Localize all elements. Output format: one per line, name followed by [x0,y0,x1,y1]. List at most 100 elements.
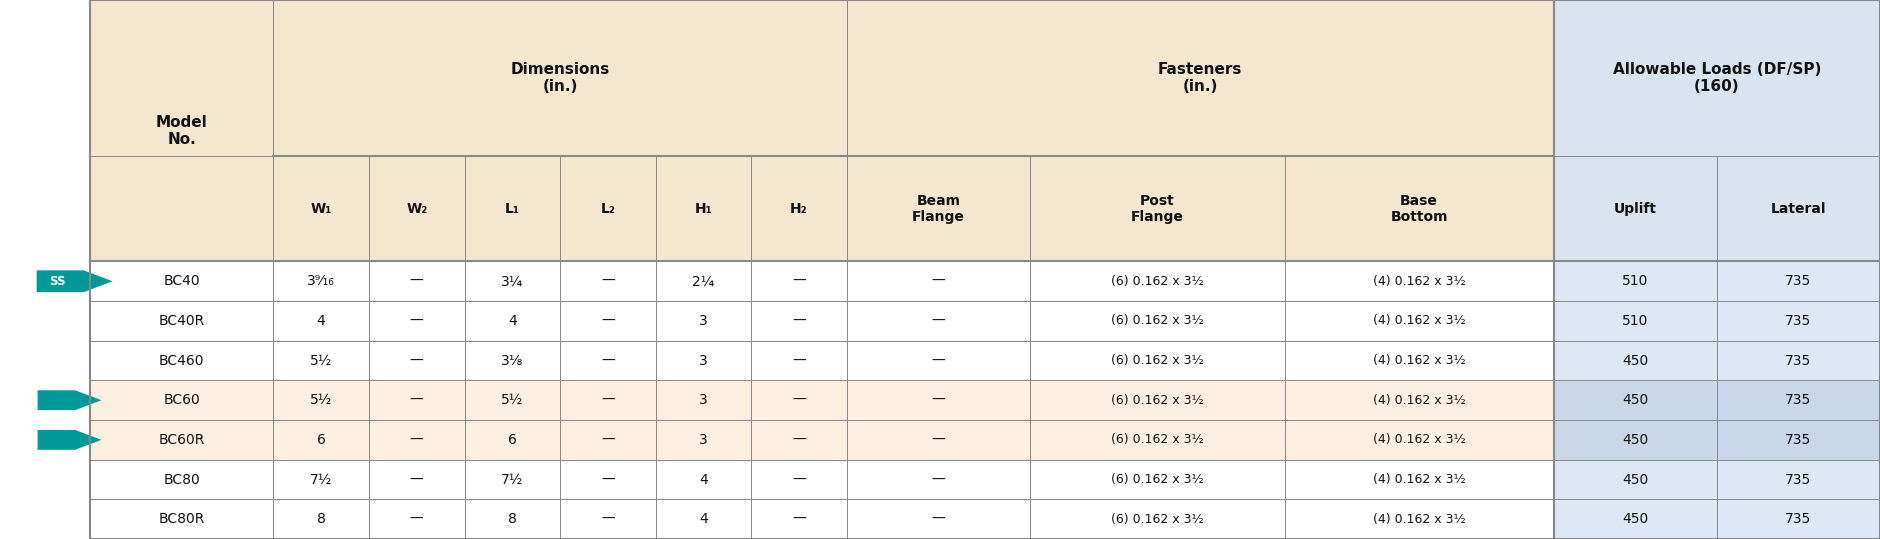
Bar [464,341,560,381]
Text: 735: 735 [1786,354,1812,368]
Text: —: — [410,433,423,447]
Text: 4: 4 [318,314,325,328]
Text: Lateral: Lateral [1771,202,1825,216]
Bar [368,460,464,499]
Bar [1284,156,1553,261]
Text: —: — [791,512,807,526]
Text: BC80: BC80 [164,473,199,487]
Text: L₂: L₂ [600,202,615,216]
Text: 8: 8 [508,512,517,526]
Text: 735: 735 [1786,314,1812,328]
Bar [1716,301,1880,341]
Text: 4: 4 [699,473,707,487]
Polygon shape [38,430,102,450]
Bar [846,0,1553,156]
Text: (6) 0.162 x 3½: (6) 0.162 x 3½ [1111,513,1203,526]
Text: 5½: 5½ [502,393,523,407]
Text: —: — [602,433,615,447]
Bar [1553,156,1716,261]
Bar [90,156,273,261]
Text: 3: 3 [699,433,707,447]
Bar [1284,341,1553,381]
Bar [464,499,560,539]
Bar [273,341,368,381]
Bar [368,261,464,301]
Bar [560,156,656,261]
Bar [90,420,273,460]
Text: H₂: H₂ [790,202,808,216]
Text: W₂: W₂ [406,202,427,216]
Text: —: — [931,512,946,526]
Bar [656,261,752,301]
Text: 3: 3 [699,314,707,328]
Bar [90,261,273,301]
Text: 6: 6 [508,433,517,447]
Text: SS: SS [49,275,66,288]
Polygon shape [38,271,113,292]
Text: —: — [602,512,615,526]
Text: —: — [602,314,615,328]
Bar [846,381,1030,420]
Text: —: — [931,433,946,447]
Text: —: — [791,473,807,487]
Text: —: — [931,274,946,288]
Text: —: — [931,354,946,368]
Text: —: — [602,393,615,407]
Bar [560,381,656,420]
Text: 8: 8 [316,512,325,526]
Bar [273,420,368,460]
Text: 450: 450 [1622,393,1649,407]
Text: (6) 0.162 x 3½: (6) 0.162 x 3½ [1111,354,1203,367]
Text: 3: 3 [699,393,707,407]
Text: Post
Flange: Post Flange [1132,194,1184,224]
Text: —: — [931,314,946,328]
Bar [273,460,368,499]
Bar [1030,261,1284,301]
Text: 735: 735 [1786,433,1812,447]
Bar [560,301,656,341]
Text: 5½: 5½ [310,354,333,368]
Bar [752,499,846,539]
Bar [1553,420,1716,460]
Text: 2¼: 2¼ [692,274,714,288]
Bar [1553,460,1716,499]
Bar [273,261,368,301]
Bar [464,261,560,301]
Bar [752,261,846,301]
Bar [846,301,1030,341]
Text: —: — [410,274,423,288]
Bar [273,156,368,261]
Text: (4) 0.162 x 3½: (4) 0.162 x 3½ [1372,513,1466,526]
Text: Uplift: Uplift [1613,202,1656,216]
Bar [90,460,273,499]
Text: 7½: 7½ [502,473,523,487]
Bar [368,341,464,381]
Bar [752,381,846,420]
Text: 7½: 7½ [310,473,333,487]
Bar [464,381,560,420]
Bar [90,341,273,381]
Text: Base
Bottom: Base Bottom [1391,194,1448,224]
Text: (4) 0.162 x 3½: (4) 0.162 x 3½ [1372,393,1466,407]
Text: 5½: 5½ [310,393,333,407]
Text: —: — [410,314,423,328]
Bar [846,499,1030,539]
Bar [656,460,752,499]
Bar [273,499,368,539]
Text: 450: 450 [1622,354,1649,368]
Text: —: — [791,314,807,328]
Bar [560,261,656,301]
Bar [464,420,560,460]
Bar [1284,460,1553,499]
Bar [90,0,273,156]
Text: (6) 0.162 x 3½: (6) 0.162 x 3½ [1111,275,1203,288]
Bar [560,420,656,460]
Bar [1030,420,1284,460]
Text: 4: 4 [699,512,707,526]
Text: —: — [602,473,615,487]
Bar [1716,381,1880,420]
Bar [90,381,273,420]
Text: —: — [791,354,807,368]
Bar [464,301,560,341]
Bar [1716,460,1880,499]
